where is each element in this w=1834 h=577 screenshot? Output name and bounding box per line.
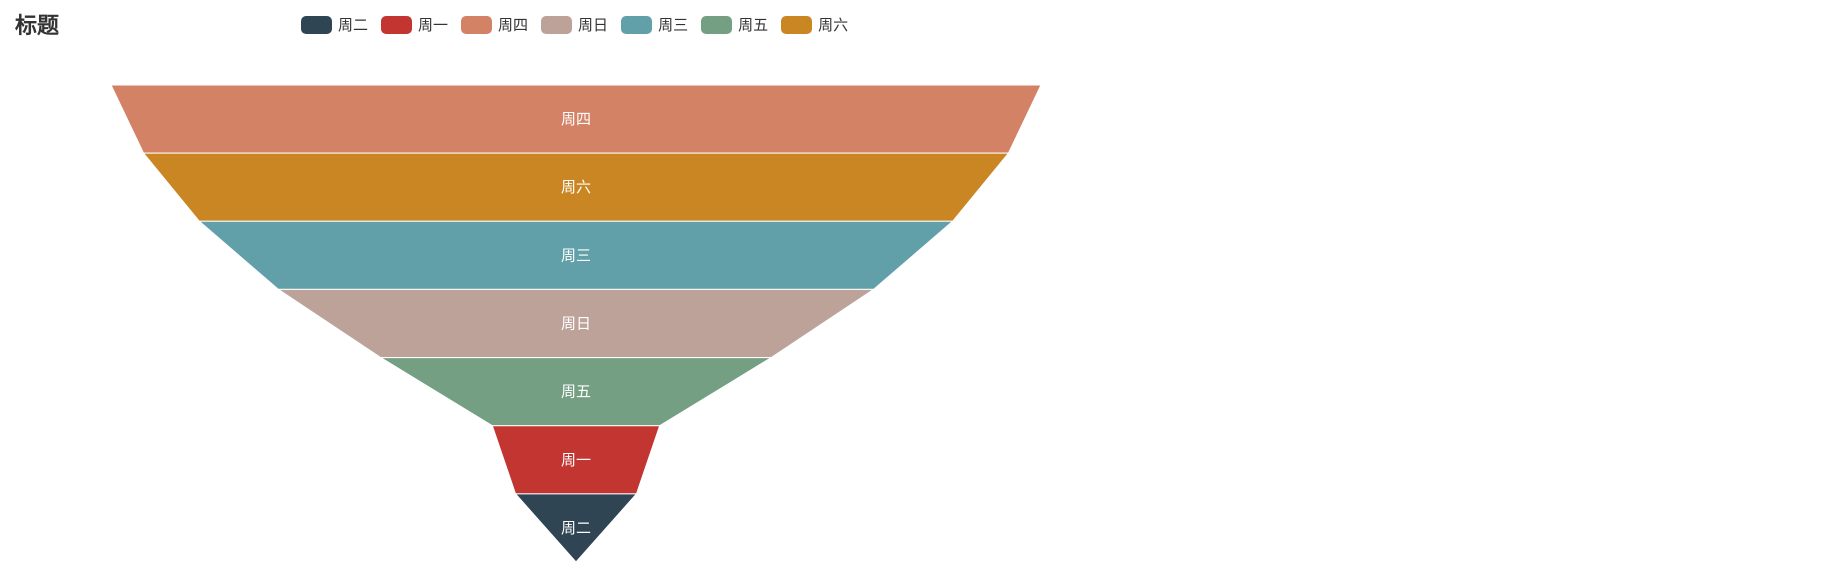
- legend-label: 周三: [658, 16, 689, 34]
- funnel-segment-label: 周日: [561, 315, 591, 333]
- legend-swatch: [541, 15, 573, 34]
- legend-label: 周四: [498, 16, 529, 34]
- funnel-segment-label: 周三: [561, 246, 591, 264]
- chart-title: 标题: [15, 14, 60, 39]
- legend-item[interactable]: 周一: [381, 14, 448, 35]
- legend-item[interactable]: 周二: [301, 14, 368, 35]
- legend-swatch: [621, 15, 653, 34]
- legend-item[interactable]: 周日: [541, 14, 608, 35]
- legend-swatch: [381, 15, 413, 34]
- legend-swatch: [461, 15, 493, 34]
- legend-item[interactable]: 周五: [701, 14, 768, 35]
- funnel-segment-label: 周一: [561, 451, 591, 469]
- funnel-segment-label: 周四: [561, 110, 591, 128]
- legend-label: 周六: [818, 16, 849, 34]
- legend-swatch: [781, 15, 813, 34]
- legend-label: 周二: [338, 16, 369, 34]
- funnel-segment[interactable]: [514, 493, 638, 563]
- legend-item[interactable]: 周六: [781, 14, 848, 35]
- legend-swatch: [301, 15, 332, 34]
- funnel-segment-label: 周六: [561, 178, 591, 196]
- chart-legend: 周二 周一 周四 周日 周三 周五 周六: [301, 14, 861, 35]
- legend-label: 周一: [418, 16, 449, 34]
- funnel-segment-label: 周二: [561, 519, 591, 537]
- legend-label: 周五: [738, 16, 769, 34]
- funnel-segment-label: 周五: [561, 383, 591, 401]
- legend-item[interactable]: 周三: [621, 14, 688, 35]
- legend-swatch: [701, 15, 733, 34]
- legend-label: 周日: [578, 16, 609, 34]
- legend-item[interactable]: 周四: [461, 14, 528, 35]
